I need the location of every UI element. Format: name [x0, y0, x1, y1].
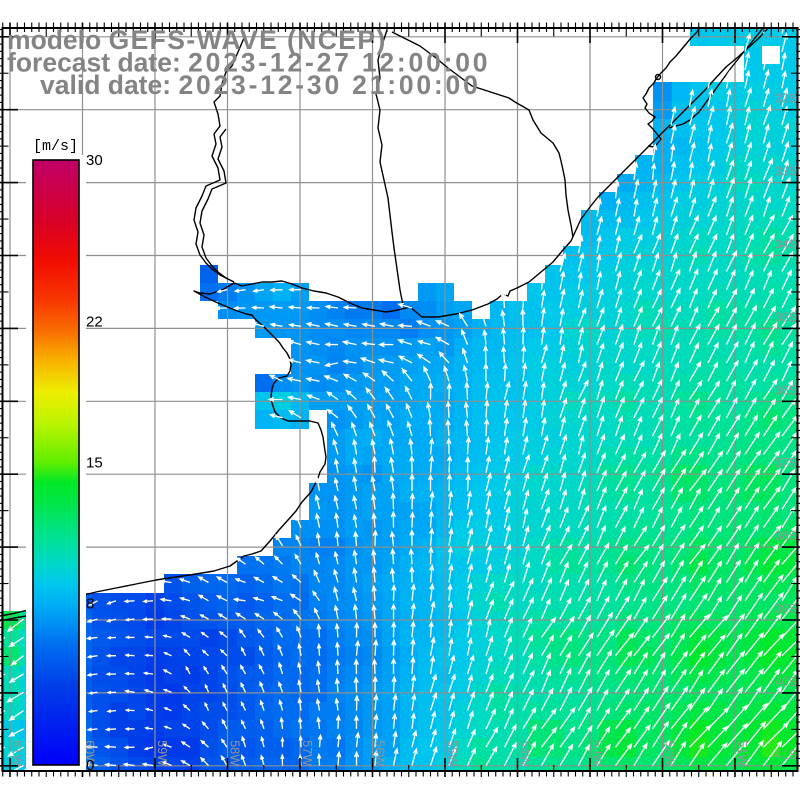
- svg-text:22: 22: [86, 313, 103, 330]
- svg-text:36S: 36S: [775, 383, 797, 397]
- svg-text:modelo GEFS-WAVE (NCEP): modelo GEFS-WAVE (NCEP): [7, 25, 387, 55]
- svg-text:57W: 57W: [300, 740, 314, 766]
- svg-text:valid date: 2023-12-30 21:00:0: valid date: 2023-12-30 21:00:00: [40, 70, 481, 100]
- svg-text:0: 0: [86, 757, 94, 774]
- svg-text:39S: 39S: [775, 602, 797, 616]
- svg-text:38S: 38S: [775, 529, 797, 543]
- svg-text:41S: 41S: [775, 748, 797, 762]
- svg-text:33S: 33S: [775, 165, 797, 179]
- svg-text:[m/s]: [m/s]: [33, 138, 78, 155]
- svg-text:34S: 34S: [775, 238, 797, 252]
- svg-text:51W: 51W: [735, 740, 749, 766]
- svg-text:59W: 59W: [155, 740, 169, 766]
- svg-text:8: 8: [86, 596, 94, 613]
- svg-text:forecast date: 2023-12-27 12:0: forecast date: 2023-12-27 12:00:00: [7, 48, 490, 78]
- svg-text:58W: 58W: [228, 740, 242, 766]
- svg-text:30: 30: [86, 152, 103, 169]
- svg-text:52W: 52W: [663, 740, 677, 766]
- svg-text:61W: 61W: [10, 740, 24, 766]
- svg-text:56W: 56W: [373, 740, 387, 766]
- svg-text:54W: 54W: [518, 740, 532, 766]
- svg-text:55W: 55W: [445, 740, 459, 766]
- svg-text:15: 15: [86, 455, 103, 472]
- svg-text:35S: 35S: [775, 310, 797, 324]
- svg-text:40S: 40S: [775, 675, 797, 689]
- svg-text:37S: 37S: [775, 456, 797, 470]
- svg-text:53W: 53W: [590, 740, 604, 766]
- svg-text:32S: 32S: [775, 92, 797, 106]
